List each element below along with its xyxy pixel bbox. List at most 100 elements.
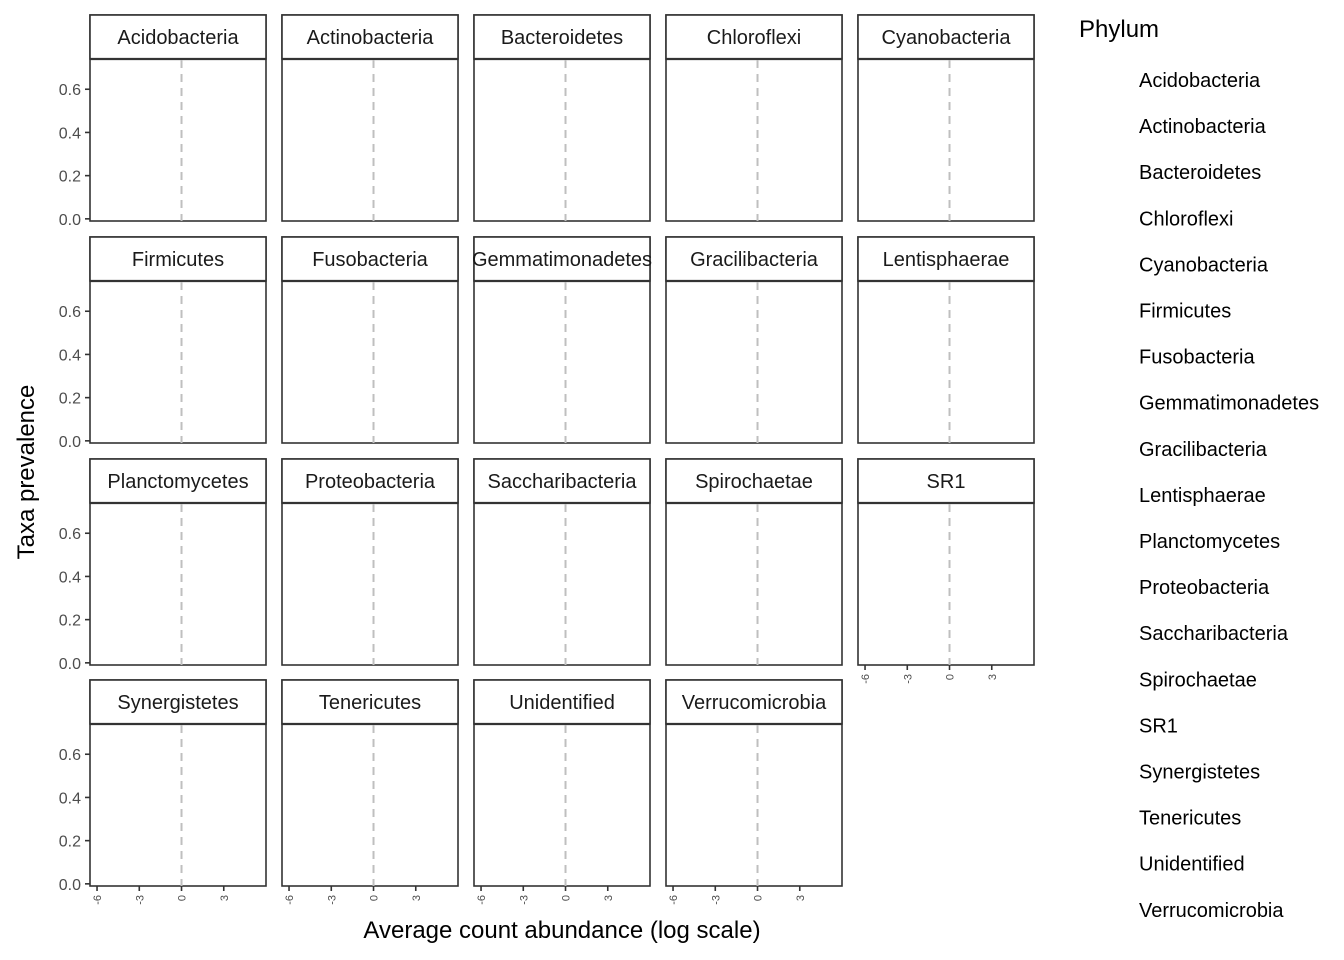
facet-strip xyxy=(89,236,267,282)
facet-panel: Saccharibacteria xyxy=(473,458,651,666)
facet-strip-label: Chloroflexi xyxy=(707,27,801,49)
facet-panel: Spirochaetae xyxy=(665,458,843,666)
facet-strip xyxy=(665,236,843,282)
facet-panel: Synergistetes 0.0 0.2 0.4 0.6 -6 -3 0 3 xyxy=(59,679,267,905)
x-tick-label: 0 xyxy=(369,895,381,901)
x-tick-label: -6 xyxy=(92,895,104,905)
x-tick-label: -3 xyxy=(710,895,722,905)
x-tick-label: 0 xyxy=(177,895,189,901)
x-tick-label: -3 xyxy=(134,895,146,905)
x-tick-label: -6 xyxy=(860,674,872,684)
facet-strip xyxy=(665,679,843,725)
y-tick-label: 0.2 xyxy=(59,169,81,186)
facet-panels: Acidobacteria 0.0 0.2 0.4 0.6 Actinobacteria B… xyxy=(59,14,1035,905)
x-tick-label: 0 xyxy=(753,895,765,901)
y-tick-label: 0.6 xyxy=(59,526,81,543)
legend-entry: Tenericutes xyxy=(1139,808,1241,830)
legend-entry: Saccharibacteria xyxy=(1139,623,1289,645)
facet-strip-label: Unidentified xyxy=(509,692,615,714)
facet-strip-label: Acidobacteria xyxy=(117,27,239,49)
legend-entry: Spirochaetae xyxy=(1139,669,1257,691)
legend-entry: Bacteroidetes xyxy=(1139,162,1261,184)
facet-strip xyxy=(89,679,267,725)
facet-strip xyxy=(665,14,843,60)
facet-panel: Gracilibacteria xyxy=(665,236,843,444)
facet-panel: Bacteroidetes xyxy=(473,14,651,222)
y-axis-title: Taxa prevalence xyxy=(13,385,40,560)
facet-panel: Fusobacteria xyxy=(281,236,459,444)
facet-panel: Chloroflexi xyxy=(665,14,843,222)
facet-panel: SR1 -6 -3 0 3 xyxy=(857,458,1035,684)
facet-strip xyxy=(281,458,459,504)
y-tick-label: 0.0 xyxy=(59,656,81,673)
legend-entry: Firmicutes xyxy=(1139,301,1231,323)
facet-panel: Verrucomicrobia -6 -3 0 3 xyxy=(665,679,843,905)
legend-entries: Acidobacteria Actinobacteria Bacteroidetes… xyxy=(1139,70,1319,922)
y-tick-label: 0.4 xyxy=(59,790,81,807)
facet-strip-label: Spirochaetae xyxy=(695,471,813,493)
y-tick-label: 0.4 xyxy=(59,125,81,142)
legend-entry: Chloroflexi xyxy=(1139,208,1233,230)
legend-entry: Planctomycetes xyxy=(1139,531,1280,553)
facet-strip xyxy=(281,14,459,60)
y-tick-label: 0.0 xyxy=(59,212,81,229)
facet-strip-label: Synergistetes xyxy=(117,692,238,714)
legend-entry: Cyanobacteria xyxy=(1139,254,1269,276)
y-tick-label: 0.2 xyxy=(59,613,81,630)
facet-panel: Unidentified -6 -3 0 3 xyxy=(473,679,651,905)
x-tick-label: 3 xyxy=(219,895,231,901)
facet-strip-label: Cyanobacteria xyxy=(882,27,1012,49)
facet-strip-label: Lentisphaerae xyxy=(883,249,1010,271)
x-tick-label: 3 xyxy=(987,674,999,680)
facet-strip-label: Gracilibacteria xyxy=(690,249,819,271)
legend-entry: Fusobacteria xyxy=(1139,347,1255,369)
facet-strip xyxy=(281,679,459,725)
facet-panel: Gemmatimonadetes xyxy=(472,236,652,444)
facet-strip-label: Proteobacteria xyxy=(305,471,436,493)
facet-panel: Planctomycetes 0.0 0.2 0.4 0.6 xyxy=(59,458,267,673)
y-tick-label: 0.6 xyxy=(59,304,81,321)
y-tick-label: 0.0 xyxy=(59,877,81,894)
x-tick-label: 3 xyxy=(411,895,423,901)
legend: Phylum Acidobacteria Actinobacteria Bacter… xyxy=(1079,16,1319,922)
legend-entry: Actinobacteria xyxy=(1139,116,1267,138)
y-tick-label: 0.2 xyxy=(59,834,81,851)
facet-strip-label: Firmicutes xyxy=(132,249,224,271)
facet-strip-label: Verrucomicrobia xyxy=(682,692,827,714)
x-tick-label: 0 xyxy=(561,895,573,901)
facet-strip xyxy=(89,458,267,504)
legend-entry: Unidentified xyxy=(1139,854,1245,876)
x-tick-label: 3 xyxy=(603,895,615,901)
x-tick-label: -6 xyxy=(476,895,488,905)
facet-strip xyxy=(89,14,267,60)
facet-strip-label: Planctomycetes xyxy=(107,471,248,493)
x-tick-label: 0 xyxy=(945,674,957,680)
facet-strip-label: Fusobacteria xyxy=(312,249,428,271)
legend-entry: SR1 xyxy=(1139,715,1178,737)
facet-strip xyxy=(857,236,1035,282)
facet-strip xyxy=(473,14,651,60)
legend-entry: Gemmatimonadetes xyxy=(1139,393,1319,415)
facet-panel: Tenericutes -6 -3 0 3 xyxy=(281,679,459,905)
facet-panel: Lentisphaerae xyxy=(857,236,1035,444)
facet-strip xyxy=(857,14,1035,60)
legend-entry: Lentisphaerae xyxy=(1139,485,1266,507)
x-tick-label: -3 xyxy=(902,674,914,684)
facet-panel: Acidobacteria 0.0 0.2 0.4 0.6 xyxy=(59,14,267,229)
legend-entry: Gracilibacteria xyxy=(1139,439,1268,461)
facet-panel: Firmicutes 0.0 0.2 0.4 0.6 xyxy=(59,236,267,451)
x-axis-title: Average count abundance (log scale) xyxy=(363,917,760,944)
legend-entry: Acidobacteria xyxy=(1139,70,1261,92)
y-tick-label: 0.6 xyxy=(59,747,81,764)
x-tick-label: -3 xyxy=(326,895,338,905)
y-tick-label: 0.4 xyxy=(59,569,81,586)
facet-panel: Proteobacteria xyxy=(281,458,459,666)
y-tick-label: 0.6 xyxy=(59,82,81,99)
x-tick-label: -6 xyxy=(284,895,296,905)
facet-strip xyxy=(473,679,651,725)
facet-strip-label: Saccharibacteria xyxy=(488,471,638,493)
facet-panel: Actinobacteria xyxy=(281,14,459,222)
facet-strip xyxy=(473,458,651,504)
facet-strip-label: Actinobacteria xyxy=(307,27,435,49)
